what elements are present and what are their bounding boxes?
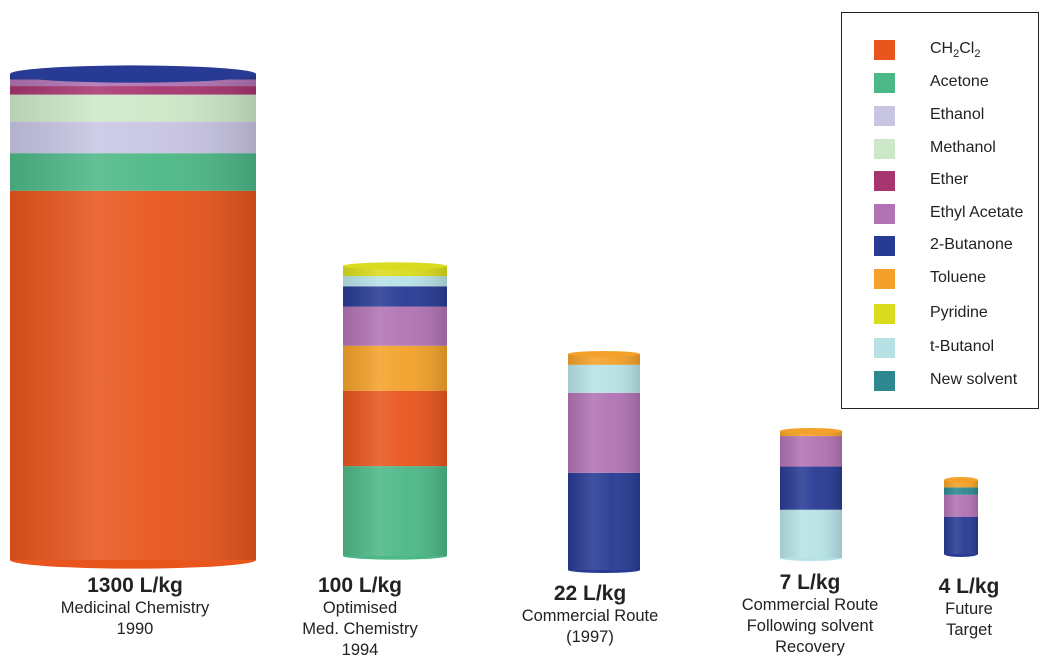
legend-swatch — [874, 40, 895, 60]
legend-label: Ethyl Acetate — [930, 204, 1024, 221]
cylinder-bar-3 — [568, 351, 640, 573]
bar-caption-line: Commercial Route — [521, 607, 659, 625]
legend-label: Ethanol — [930, 106, 985, 123]
bar-caption-line: (1997) — [566, 628, 614, 646]
legend-swatch — [874, 269, 895, 289]
bar-caption-line: Recovery — [775, 638, 845, 656]
legend-label: Acetone — [930, 73, 989, 90]
legend-label: Methanol — [930, 139, 996, 156]
legend-label: New solvent — [930, 371, 1018, 388]
legend-label: 2-Butanone — [930, 236, 1013, 253]
bar-caption-5: 4 L/kg Future Target — [914, 575, 1024, 641]
chart-legend: CH2Cl2 Acetone Ethanol Methanol Ether Et… — [841, 12, 1039, 409]
legend-item-ethyl-acetate: Ethyl Acetate — [842, 201, 1038, 227]
bar-caption-line: Optimised — [322, 599, 398, 617]
legend-item-t-butanol: t-Butanol — [842, 335, 1038, 361]
cylinder-shading — [568, 354, 640, 570]
cylinder-top — [568, 351, 640, 357]
legend-swatch — [874, 106, 895, 126]
cylinder-shading — [10, 74, 256, 560]
bar-caption-line: Commercial Route — [741, 596, 879, 614]
bar-value-label: 4 L/kg — [938, 575, 1000, 598]
legend-item-acetone: Acetone — [842, 70, 1038, 96]
bar-value-label: 7 L/kg — [779, 571, 841, 594]
legend-swatch — [874, 73, 895, 93]
legend-item-pyridine: Pyridine — [842, 301, 1038, 327]
bar-caption-line: Medicinal Chemistry — [60, 599, 210, 617]
legend-swatch — [874, 171, 895, 191]
cylinder-top — [10, 65, 256, 83]
cylinder-bar-4 — [780, 428, 842, 561]
legend-label: Ether — [930, 171, 969, 188]
legend-label: t-Butanol — [930, 338, 995, 355]
legend-swatch — [874, 139, 895, 159]
cylinder-top — [944, 477, 978, 483]
bar-value-label: 100 L/kg — [317, 574, 403, 597]
cylinder-bar-1 — [10, 65, 256, 569]
bar-caption-line: 1994 — [341, 641, 379, 659]
bar-caption-line: Following solvent — [746, 617, 874, 635]
legend-label: Toluene — [930, 269, 987, 286]
bar-caption-3: 22 L/kg Commercial Route (1997) — [485, 582, 695, 648]
legend-label: Pyridine — [930, 304, 988, 321]
bar-caption-line: Med. Chemistry — [302, 620, 418, 638]
bar-caption-2: 100 L/kg Optimised Med. Chemistry 1994 — [275, 574, 445, 661]
legend-swatch — [874, 338, 895, 358]
legend-item-methanol: Methanol — [842, 136, 1038, 162]
cylinder-top — [343, 262, 447, 270]
cylinder-shading — [944, 480, 978, 554]
legend-item-ether: Ether — [842, 168, 1038, 194]
bar-caption-1: 1300 L/kg Medicinal Chemistry 1990 — [5, 574, 265, 640]
legend-swatch — [874, 204, 895, 224]
legend-item-new-solvent: New solvent — [842, 368, 1038, 394]
bar-caption-4: 7 L/kg Commercial Route Following solven… — [700, 571, 920, 658]
legend-swatch — [874, 371, 895, 391]
cylinder-bar-2 — [343, 262, 447, 560]
cylinder-top — [780, 428, 842, 434]
legend-item-2-butanone: 2-Butanone — [842, 233, 1038, 259]
bar-value-label: 1300 L/kg — [87, 574, 183, 597]
cylinder-shading — [780, 431, 842, 558]
bar-caption-line: 1990 — [116, 620, 154, 638]
legend-item-toluene: Toluene — [842, 266, 1038, 292]
cylinder-shading — [343, 266, 447, 556]
legend-swatch — [874, 236, 895, 256]
bar-caption-line: Future — [945, 600, 993, 618]
legend-swatch — [874, 304, 895, 324]
bar-caption-line: Target — [946, 621, 992, 639]
bar-value-label: 22 L/kg — [553, 582, 627, 605]
legend-item-ch2cl2: CH2Cl2 — [842, 37, 1038, 63]
legend-label: CH2Cl2 — [930, 40, 981, 61]
cylinder-bar-5 — [944, 477, 978, 557]
legend-item-ethanol: Ethanol — [842, 103, 1038, 129]
